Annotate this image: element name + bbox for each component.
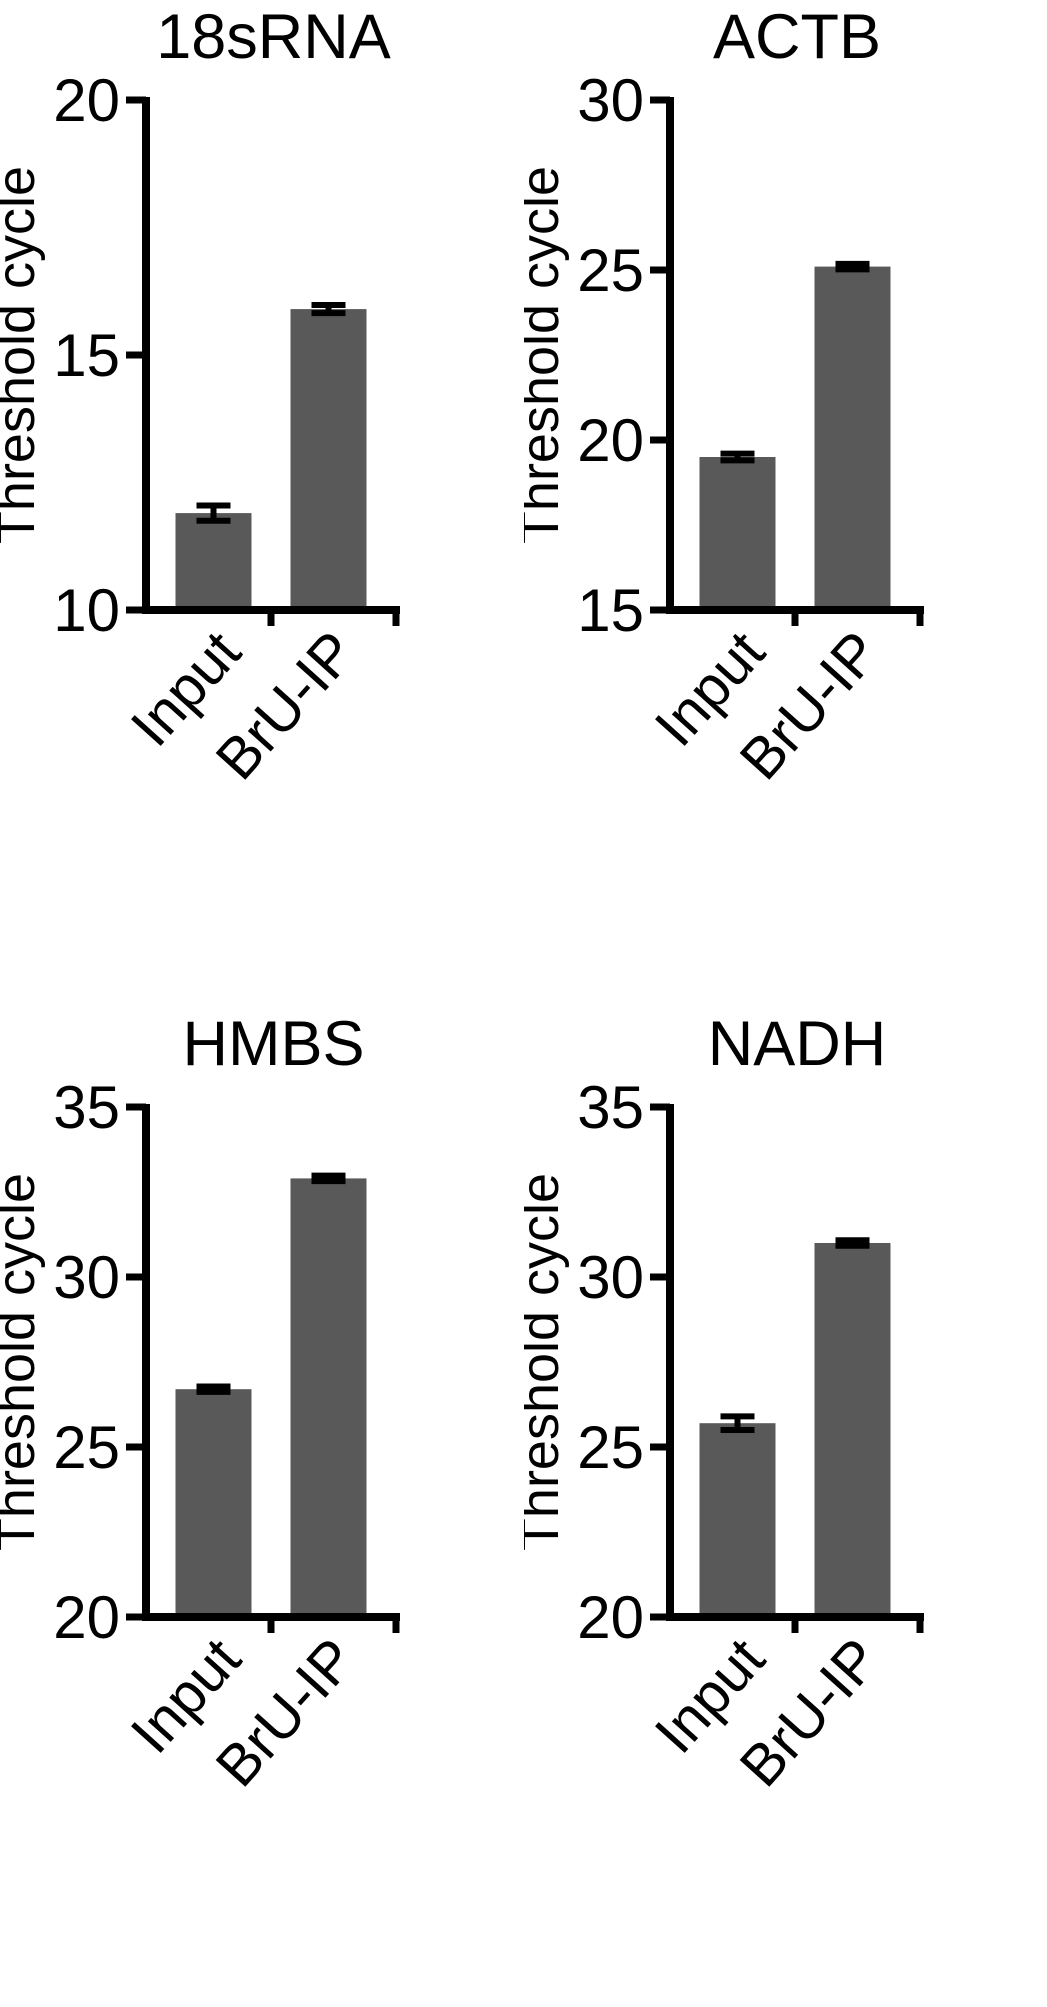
y-tick-label: 30 [577, 70, 644, 134]
y-tick-label: 15 [53, 322, 120, 389]
y-tick-label: 10 [53, 577, 120, 644]
bar-bru-ip [814, 1243, 890, 1617]
y-tick-label: 25 [53, 1414, 120, 1481]
bar-input [175, 513, 252, 610]
chart-title-18srna: 18sRNA [156, 2, 391, 72]
chart-title-nadh: NADH [707, 1009, 887, 1079]
chart-panel-hmbs: HMBS Threshold cycle 20 25 30 35 Input BrU-IP [0, 1000, 523, 2007]
y-tick-label: 35 [53, 1077, 120, 1141]
y-tick-label: 25 [577, 237, 644, 304]
y-axis-title: Threshold cycle [524, 166, 570, 544]
y-tick-label: 15 [577, 577, 644, 644]
y-tick-label: 25 [577, 1414, 644, 1481]
y-tick-label: 30 [577, 1244, 644, 1311]
y-tick-label: 35 [577, 1077, 644, 1141]
bar-bru-ip [290, 309, 367, 610]
chart-title-actb: ACTB [712, 2, 882, 72]
bar-bru-ip [290, 1178, 367, 1617]
y-axis-title: Threshold cycle [0, 166, 46, 544]
y-tick-label: 20 [53, 1584, 120, 1651]
bar-input [699, 1423, 775, 1617]
bar-bru-ip [814, 266, 890, 610]
chart-panel-nadh: NADH Threshold cycle 20 25 30 35 Input BrU-IP [523, 1000, 1047, 2007]
chart-panel-actb: ACTB Threshold cycle 15 20 25 30 Input BrU-IP [523, 0, 1047, 1000]
chart-title-hmbs: HMBS [182, 1009, 365, 1079]
y-tick-label: 30 [53, 1244, 120, 1311]
y-tick-label: 20 [577, 407, 644, 474]
y-axis-title: Threshold cycle [0, 1173, 46, 1551]
y-axis-title: Threshold cycle [524, 1173, 570, 1551]
y-tick-label: 20 [53, 70, 120, 134]
bar-input [175, 1389, 252, 1617]
chart-panel-18srna: 18sRNA Threshold cycle 10 15 20 Input BrU-IP [0, 0, 523, 1000]
y-tick-label: 20 [577, 1584, 644, 1651]
bar-input [699, 457, 775, 610]
